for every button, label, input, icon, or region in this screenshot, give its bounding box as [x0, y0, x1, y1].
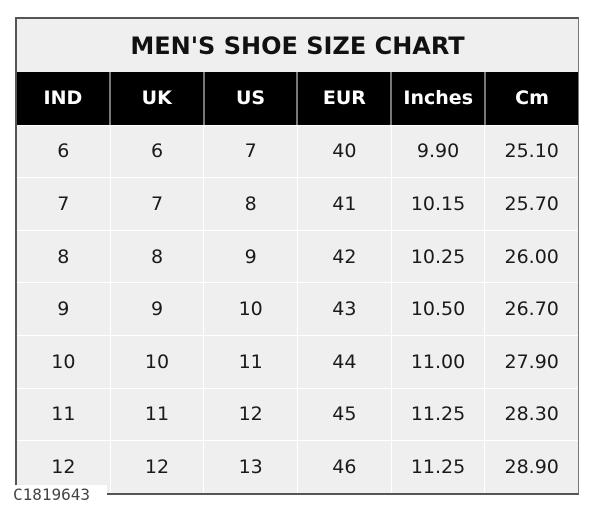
table-cell: 25.70	[485, 177, 579, 230]
table-cell: 10.15	[391, 177, 486, 230]
table-cell: 46	[298, 440, 392, 493]
table-cell: 6	[110, 124, 205, 178]
table-cell: 11	[17, 387, 111, 441]
table-row: 9 9 10 43 10.50 26.70	[17, 282, 579, 335]
header-row: IND UK US EUR Inches Cm	[17, 72, 578, 125]
table-cell: 42	[298, 229, 392, 283]
table-cell: 10	[17, 334, 111, 388]
table-cell: 11	[110, 387, 205, 441]
table-row: 7 7 8 41 10.15 25.70	[17, 177, 579, 230]
table-cell: 13	[204, 440, 299, 493]
table-cell: 9	[17, 282, 111, 335]
table-cell: 7	[110, 177, 205, 230]
column-header: Inches	[392, 72, 487, 125]
table-cell: 41	[298, 177, 392, 230]
chart-title: MEN'S SHOE SIZE CHART	[130, 31, 465, 60]
table-cell: 11.25	[391, 387, 486, 441]
table-cell: 7	[17, 177, 111, 230]
table-cell: 10.50	[391, 282, 486, 335]
table-cell: 28.90	[485, 440, 579, 493]
table-cell: 9	[110, 282, 205, 335]
table-row: 12 12 13 46 11.25 28.90	[17, 440, 579, 493]
table-row: 8 8 9 42 10.25 26.00	[17, 229, 579, 283]
table-cell: 27.90	[485, 334, 579, 388]
table-cell: 12	[110, 440, 205, 493]
column-header: US	[204, 72, 299, 125]
table-cell: 8	[17, 229, 111, 283]
table-cell: 25.10	[485, 124, 579, 178]
table-cell: 11	[204, 334, 299, 388]
table-cell: 10	[204, 282, 299, 335]
table-cell: 43	[298, 282, 392, 335]
column-header: IND	[17, 72, 111, 125]
size-chart-table: MEN'S SHOE SIZE CHART IND UK US EUR Inches Cm…	[15, 17, 579, 495]
table-cell: 11.25	[391, 440, 486, 493]
table-cell: 12	[204, 387, 299, 441]
table-cell: 10.25	[391, 229, 486, 283]
table-body: 6 6 7 40 9.90 25.10 7 7 8 41 10.15 25.70 8 8 9 42 10.25 2…	[17, 124, 579, 493]
table-cell: 8	[204, 177, 299, 230]
table-cell: 8	[110, 229, 205, 283]
table-row: 10 10 11 44 11.00 27.90	[17, 334, 579, 388]
column-header: UK	[110, 72, 205, 125]
table-cell: 7	[204, 124, 299, 178]
table-cell: 26.70	[485, 282, 579, 335]
table-cell: 9.90	[391, 124, 486, 178]
table-cell: 6	[17, 124, 111, 178]
table-cell: 40	[298, 124, 392, 178]
table-cell: 44	[298, 334, 392, 388]
table-cell: 9	[204, 229, 299, 283]
table-cell: 11.00	[391, 334, 486, 388]
table-row: 11 11 12 45 11.25 28.30	[17, 387, 579, 441]
table-cell: 12	[17, 440, 111, 493]
table-cell: 28.30	[485, 387, 579, 441]
table-row: 6 6 7 40 9.90 25.10	[17, 124, 579, 178]
table-cell: 45	[298, 387, 392, 441]
product-code-watermark: C1819643	[13, 485, 107, 504]
table-cell: 26.00	[485, 229, 579, 283]
table-cell: 10	[110, 334, 205, 388]
column-header: EUR	[298, 72, 393, 125]
column-header: Cm	[486, 72, 578, 125]
